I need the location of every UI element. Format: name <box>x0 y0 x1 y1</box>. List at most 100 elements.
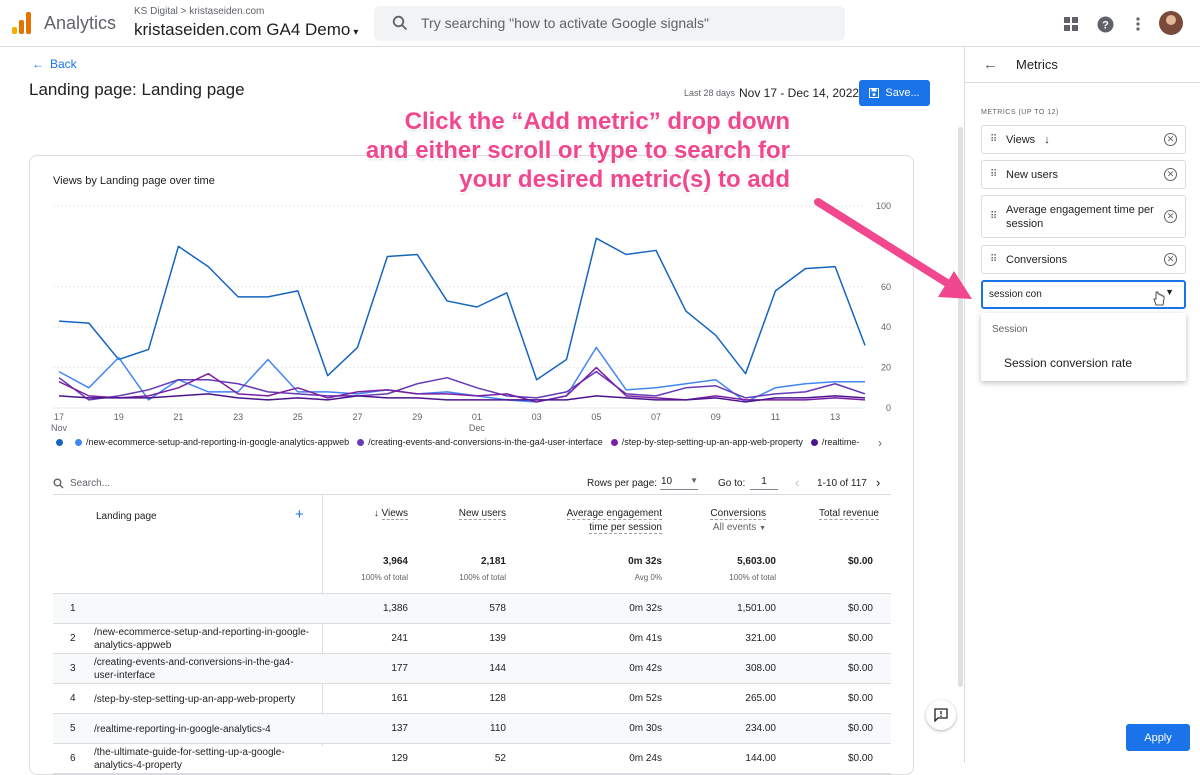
column-header-views[interactable]: ↓ Views <box>350 507 408 521</box>
date-range-value[interactable]: Nov 17 - Dec 14, 2022 <box>739 86 860 100</box>
table-row[interactable]: 2/new-ecommerce-setup-and-reporting-in-g… <box>53 624 891 654</box>
search-bar[interactable]: Try searching "how to activate Google si… <box>374 6 845 41</box>
metric-conversions-label: Conversions <box>1006 254 1068 266</box>
x-tick-label: 09 <box>711 412 721 422</box>
legend-label: /new-ecommerce-setup-and-reporting-in-go… <box>86 437 350 447</box>
caret-down-icon[interactable]: ▼ <box>1165 287 1174 297</box>
x-tick-label: 11 <box>771 412 780 422</box>
remove-metric-icon[interactable]: ✕ <box>1164 210 1177 223</box>
callout-line-1: Click the “Add metric” drop down <box>404 108 790 135</box>
row-landing-page[interactable]: /realtime-reporting-in-google-analytics-… <box>94 724 271 735</box>
chevron-left-icon[interactable]: ‹ <box>795 475 800 490</box>
row-conversions: 308.00 <box>745 663 776 674</box>
dropdown-option-session-conversion-rate[interactable]: Session conversion rate <box>1004 356 1133 370</box>
row-aet: 0m 30s <box>629 723 662 734</box>
x-tick-label: 13 <box>830 412 840 422</box>
apps-grid-icon[interactable] <box>1060 13 1082 35</box>
drag-handle-icon[interactable]: ⠿ <box>990 254 997 265</box>
metric-views-label: Views <box>1006 134 1036 146</box>
scrollbar[interactable] <box>958 127 963 687</box>
legend-item[interactable]: /step-by-step-setting-up-an-app-web-prop… <box>610 437 803 447</box>
legend-item[interactable] <box>56 438 67 446</box>
goto-input[interactable]: 1 <box>750 474 778 490</box>
column-header-conversions[interactable]: Conversions <box>680 507 766 521</box>
caret-down-icon: ▼ <box>690 476 698 485</box>
drag-handle-icon[interactable]: ⠿ <box>990 169 997 180</box>
row-landing-page[interactable]: /step-by-step-setting-up-an-app-web-prop… <box>94 694 296 705</box>
row-aet: 0m 32s <box>629 603 662 614</box>
y-tick-label: 60 <box>881 282 891 292</box>
save-button[interactable]: Save... <box>859 80 930 106</box>
table-row[interactable]: 6/the-ultimate-guide-for-setting-up-a-go… <box>53 744 891 774</box>
row-revenue: $0.00 <box>847 603 873 614</box>
x-tick-label: 07 <box>651 412 661 422</box>
column-header-avg-engagement[interactable]: Average engagement time per session <box>530 507 662 535</box>
property-name: kristaseiden.com GA4 Demo <box>134 20 351 39</box>
column-header-new-users[interactable]: New users <box>440 507 506 521</box>
remove-metric-icon[interactable]: ✕ <box>1164 253 1177 266</box>
legend-label: /realtime- <box>821 437 860 447</box>
legend-dot-icon <box>810 438 818 446</box>
conversions-event-select[interactable]: All events ▼ <box>680 522 766 533</box>
app-name: Analytics <box>44 13 117 33</box>
legend-label: /creating-events-and-conversions-in-the-… <box>368 437 603 447</box>
row-landing-page[interactable]: /the-ultimate-guide-for-setting-up-a-goo… <box>94 747 285 771</box>
avatar[interactable] <box>1159 11 1183 35</box>
add-dimension-plus-icon[interactable]: + <box>295 506 304 523</box>
metric-chip-avg-engagement[interactable]: ⠿ Average engagement time per session ✕ <box>981 195 1186 238</box>
more-vert-icon[interactable] <box>1127 13 1149 35</box>
row-landing-page[interactable]: /creating-events-and-conversions-in-the-… <box>94 657 294 681</box>
metric-chip-conversions[interactable]: ⠿ Conversions ✕ <box>981 245 1186 274</box>
drag-handle-icon[interactable]: ⠿ <box>990 134 997 145</box>
table-header <box>53 494 891 594</box>
legend-item[interactable]: /creating-events-and-conversions-in-the-… <box>357 437 603 447</box>
conversions-event-value: All events <box>712 522 757 533</box>
date-range-label[interactable]: Last 28 days <box>684 88 736 98</box>
metric-chip-views[interactable]: ⠿ Views ↓ ✕ <box>981 125 1186 154</box>
back-link[interactable]: ← Back <box>32 57 77 71</box>
property-selector[interactable]: kristaseiden.com GA4 Demo ▾ <box>134 20 358 40</box>
row-revenue: $0.00 <box>847 663 873 674</box>
table-row[interactable]: 4/step-by-step-setting-up-an-app-web-pro… <box>53 684 891 714</box>
chevron-right-icon[interactable]: › <box>878 436 882 450</box>
row-index: 5 <box>70 723 76 734</box>
total-views: 3,964 <box>382 556 408 567</box>
panel-title: Metrics <box>1016 57 1058 72</box>
row-views: 177 <box>391 663 408 674</box>
arrow-back-icon[interactable]: ← <box>983 56 998 73</box>
row-index: 1 <box>70 603 76 614</box>
row-revenue: $0.00 <box>847 723 873 734</box>
table-search[interactable]: Search... <box>53 478 110 489</box>
metric-chip-new-users[interactable]: ⠿ New users ✕ <box>981 160 1186 189</box>
x-tick-sublabel: Nov <box>51 423 68 433</box>
feedback-button[interactable] <box>926 700 956 730</box>
metric-aet-label: Average engagement time per session <box>1006 204 1154 230</box>
legend-item[interactable]: /new-ecommerce-setup-and-reporting-in-go… <box>75 437 349 447</box>
x-tick-label: 21 <box>173 412 183 422</box>
column-header-landing-page[interactable]: Landing page <box>96 511 157 522</box>
analytics-logo-icon[interactable] <box>12 12 32 34</box>
row-new-users: 128 <box>489 693 506 704</box>
metrics-section-label: METRICS (UP TO 12) <box>981 109 1059 116</box>
table-row[interactable]: 3/creating-events-and-conversions-in-the… <box>53 654 891 684</box>
help-icon[interactable]: ? <box>1094 13 1116 35</box>
table-row[interactable]: 1 1,386 578 0m 32s 1,501.00 $0.00 <box>53 594 891 624</box>
row-landing-page[interactable]: /new-ecommerce-setup-and-reporting-in-go… <box>94 627 310 651</box>
add-metric-input[interactable]: session con ▼ <box>981 280 1186 309</box>
remove-metric-icon[interactable]: ✕ <box>1164 133 1177 146</box>
account-breadcrumb[interactable]: KS Digital > kristaseiden.com <box>134 6 265 17</box>
remove-metric-icon[interactable]: ✕ <box>1164 168 1177 181</box>
chevron-right-icon[interactable]: › <box>876 475 881 490</box>
aet-header-label-1: Average engagement <box>566 508 662 520</box>
pager-text: 1-10 of 117 <box>817 478 867 489</box>
apply-button[interactable]: Apply <box>1126 724 1190 751</box>
table-row[interactable]: 5/realtime-reporting-in-google-analytics… <box>53 714 891 744</box>
rows-per-page-select[interactable]: 10 ▼ <box>660 474 698 490</box>
total-conversions-sub: 100% of total <box>729 573 776 582</box>
column-header-total-revenue[interactable]: Total revenue <box>790 507 879 521</box>
drag-handle-icon[interactable]: ⠿ <box>990 211 997 222</box>
save-icon <box>869 88 880 98</box>
feedback-icon <box>934 708 948 722</box>
legend-item[interactable]: /realtime- <box>810 437 860 447</box>
row-conversions: 144.00 <box>745 753 776 764</box>
